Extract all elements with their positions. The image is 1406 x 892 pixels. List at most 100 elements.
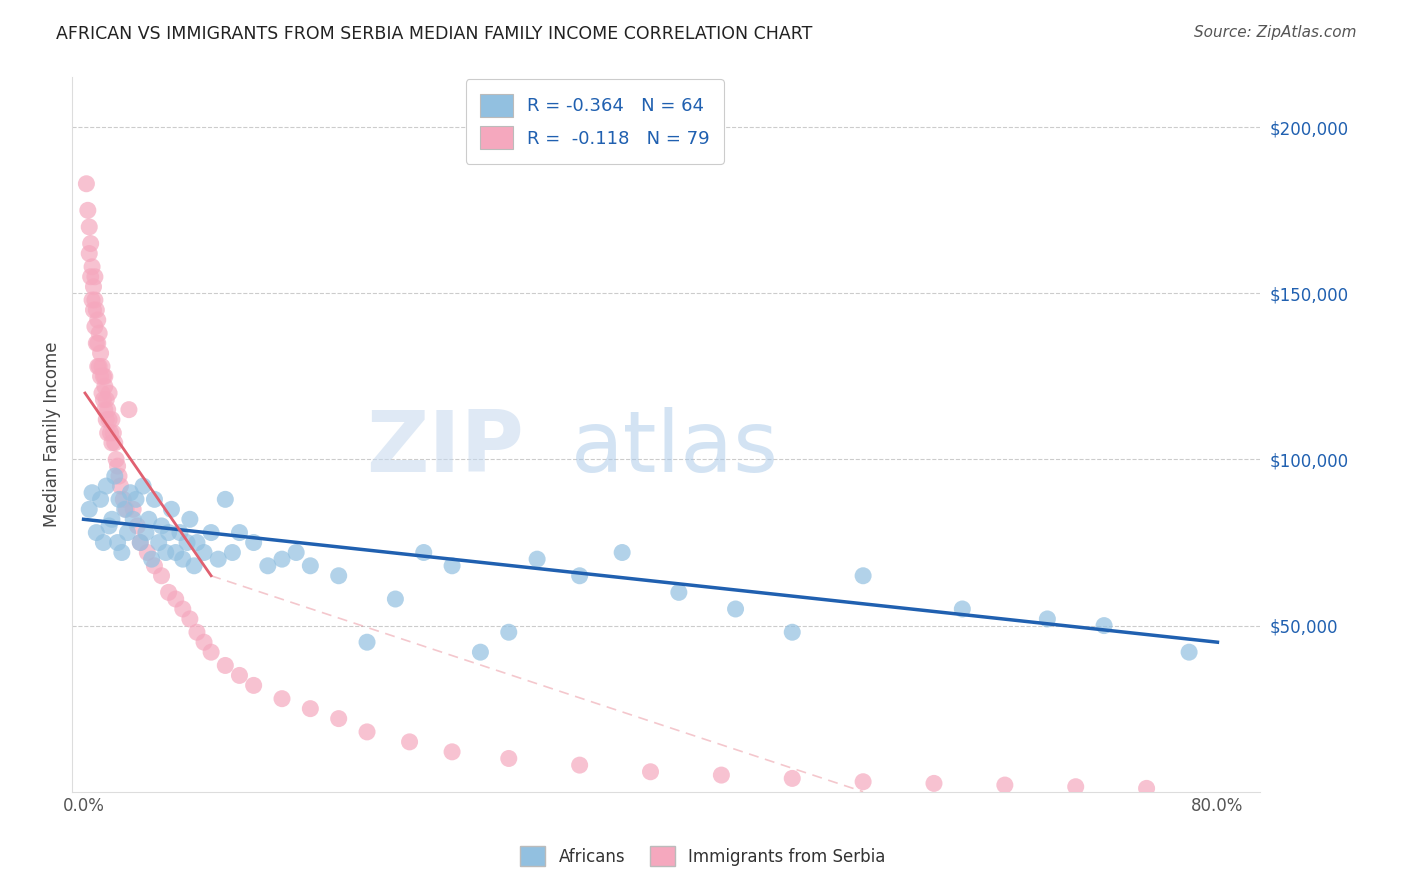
Point: [98, 386, 121, 401]
Point: [207, 552, 229, 566]
Point: [165, 545, 187, 559]
Point: [79, 269, 101, 284]
Point: [100, 425, 122, 440]
Point: [96, 392, 118, 407]
Point: [221, 545, 243, 559]
Point: [118, 402, 141, 417]
Point: [710, 768, 733, 782]
Point: [129, 535, 152, 549]
Point: [186, 625, 208, 640]
Point: [470, 645, 492, 659]
Y-axis label: Median Family Income: Median Family Income: [44, 342, 60, 527]
Point: [1178, 645, 1201, 659]
Point: [193, 545, 215, 559]
Point: [242, 678, 264, 692]
Point: [104, 469, 127, 483]
Point: [780, 772, 803, 786]
Point: [922, 776, 945, 790]
Legend: Africans, Immigrants from Serbia: Africans, Immigrants from Serbia: [513, 839, 893, 873]
Point: [96, 412, 118, 426]
Point: [93, 392, 115, 407]
Point: [299, 701, 322, 715]
Point: [994, 778, 1017, 792]
Point: [86, 336, 108, 351]
Point: [228, 525, 250, 540]
Point: [107, 535, 129, 549]
Point: [110, 479, 132, 493]
Point: [384, 592, 406, 607]
Point: [91, 386, 114, 401]
Point: [98, 519, 121, 533]
Point: [138, 512, 160, 526]
Legend: R = -0.364   N = 64, R =  -0.118   N = 79: R = -0.364 N = 64, R = -0.118 N = 79: [465, 79, 724, 163]
Point: [127, 519, 149, 533]
Point: [89, 326, 111, 341]
Point: [228, 668, 250, 682]
Point: [91, 359, 114, 374]
Point: [398, 735, 420, 749]
Point: [120, 485, 142, 500]
Point: [97, 425, 120, 440]
Point: [612, 545, 634, 559]
Point: [165, 592, 187, 607]
Point: [441, 558, 464, 573]
Point: [86, 525, 108, 540]
Point: [150, 519, 173, 533]
Point: [93, 369, 115, 384]
Point: [86, 303, 108, 318]
Point: [157, 585, 180, 599]
Point: [82, 279, 104, 293]
Point: [132, 479, 155, 493]
Point: [107, 459, 129, 474]
Point: [141, 552, 163, 566]
Point: [172, 552, 194, 566]
Point: [75, 177, 97, 191]
Point: [136, 545, 159, 559]
Point: [87, 359, 110, 374]
Point: [498, 751, 520, 765]
Point: [172, 602, 194, 616]
Point: [356, 725, 378, 739]
Point: [79, 236, 101, 251]
Point: [103, 425, 125, 440]
Text: AFRICAN VS IMMIGRANTS FROM SERBIA MEDIAN FAMILY INCOME CORRELATION CHART: AFRICAN VS IMMIGRANTS FROM SERBIA MEDIAN…: [56, 25, 813, 43]
Point: [950, 602, 973, 616]
Point: [112, 492, 135, 507]
Point: [200, 525, 222, 540]
Point: [169, 525, 191, 540]
Point: [80, 260, 103, 274]
Point: [568, 758, 591, 772]
Point: [724, 602, 747, 616]
Point: [160, 502, 183, 516]
Text: atlas: atlas: [571, 408, 779, 491]
Point: [84, 319, 107, 334]
Point: [200, 645, 222, 659]
Point: [1064, 780, 1087, 794]
Point: [1036, 612, 1059, 626]
Point: [108, 492, 131, 507]
Point: [114, 502, 136, 516]
Point: [852, 568, 875, 582]
Point: [568, 568, 591, 582]
Point: [84, 293, 107, 307]
Point: [77, 502, 100, 516]
Point: [122, 502, 145, 516]
Point: [77, 219, 100, 234]
Point: [356, 635, 378, 649]
Point: [176, 535, 198, 549]
Point: [76, 203, 98, 218]
Point: [101, 435, 124, 450]
Point: [780, 625, 803, 640]
Point: [80, 293, 103, 307]
Point: [242, 535, 264, 549]
Point: [157, 525, 180, 540]
Text: ZIP: ZIP: [366, 408, 523, 491]
Point: [87, 336, 110, 351]
Point: [104, 435, 127, 450]
Point: [498, 625, 520, 640]
Point: [98, 412, 121, 426]
Point: [214, 492, 236, 507]
Point: [1092, 618, 1115, 632]
Point: [186, 535, 208, 549]
Point: [148, 535, 170, 549]
